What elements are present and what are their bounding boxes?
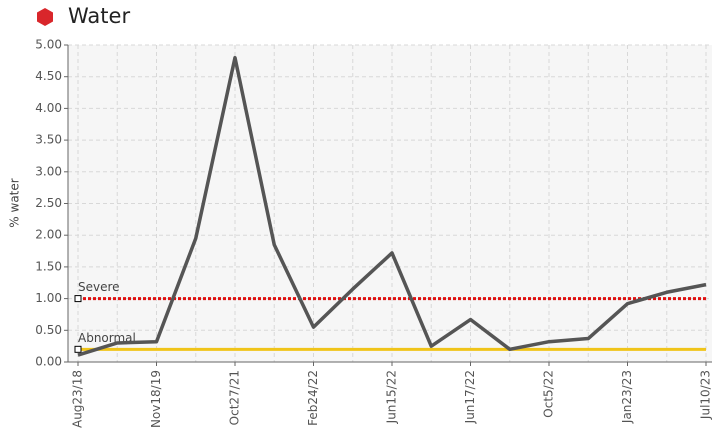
y-tick-label: 3.50 bbox=[35, 133, 62, 147]
y-tick-label: 0.00 bbox=[35, 355, 62, 369]
y-tick-label: 5.00 bbox=[35, 38, 62, 52]
y-tick-label: 3.00 bbox=[35, 164, 62, 178]
title-icon bbox=[37, 8, 53, 26]
x-tick-label: Aug23/18 bbox=[71, 370, 85, 428]
threshold-label: Severe bbox=[78, 280, 120, 294]
x-tick-label: Oct5/22 bbox=[542, 370, 556, 418]
threshold-marker bbox=[74, 295, 82, 303]
y-tick-label: 0.50 bbox=[35, 323, 62, 337]
x-tick-label: Jul10/23 bbox=[699, 370, 713, 420]
threshold-marker bbox=[74, 345, 82, 353]
x-tick-label: Jun15/22 bbox=[385, 370, 399, 424]
y-tick-label: 2.00 bbox=[35, 228, 62, 242]
chart-title: Water bbox=[68, 4, 130, 28]
y-tick-label: 4.00 bbox=[35, 101, 62, 115]
y-tick-label: 1.00 bbox=[35, 291, 62, 305]
y-tick-label: 1.50 bbox=[35, 259, 62, 273]
x-tick-label: Nov18/19 bbox=[149, 370, 163, 428]
x-tick-label: Jun17/22 bbox=[463, 370, 477, 424]
y-tick-label: 2.50 bbox=[35, 196, 62, 210]
x-tick-label: Jan23/23 bbox=[620, 370, 634, 424]
y-tick-label: 4.50 bbox=[35, 69, 62, 83]
x-tick-label: Feb24/22 bbox=[306, 370, 320, 426]
y-axis-label: % water bbox=[8, 178, 22, 227]
data-line bbox=[77, 55, 707, 357]
x-tick-label: Oct27/21 bbox=[228, 370, 242, 425]
